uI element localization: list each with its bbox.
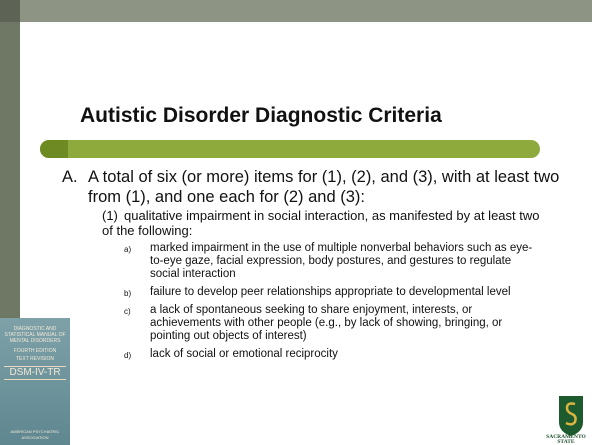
item-list: a) marked impairment in the use of multip…	[124, 242, 534, 366]
criterion-text: A total of six (or more) items for (1), …	[88, 168, 560, 206]
sub-text: qualitative impairment in social interac…	[102, 208, 540, 238]
item-text: lack of social or emotional reciprocity	[150, 348, 338, 360]
item-text: a lack of spontaneous seeking to share e…	[150, 304, 503, 342]
sub-label: (1)	[102, 208, 118, 223]
criterion-label: A.	[62, 168, 78, 186]
book-title: DIAGNOSTIC AND STATISTICAL MANUAL OF MEN…	[4, 326, 66, 344]
title-bar	[40, 140, 540, 158]
frame-top	[0, 0, 592, 22]
book-publisher: AMERICAN PSYCHIATRIC ASSOCIATION	[10, 429, 60, 440]
list-item: c) a lack of spontaneous seeking to share…	[124, 304, 534, 343]
item-label: c)	[124, 307, 131, 316]
book-cover: DIAGNOSTIC AND STATISTICAL MANUAL OF MEN…	[0, 318, 70, 445]
list-item: d) lack of social or emotional reciprocit…	[124, 348, 534, 361]
item-text: marked impairment in the use of multiple…	[150, 242, 533, 280]
logo-icon	[559, 396, 583, 436]
sub-criterion: (1) qualitative impairment in social int…	[102, 208, 552, 238]
book-edition: FOURTH EDITION	[13, 348, 57, 354]
slide-title: Autistic Disorder Diagnostic Criteria	[80, 104, 442, 127]
item-label: b)	[124, 289, 132, 298]
logo-text: SACRAMENTO STATE	[546, 434, 586, 445]
list-item: b) failure to develop peer relationships …	[124, 286, 534, 299]
book-revision: TEXT REVISION	[16, 356, 54, 362]
item-text: failure to develop peer relationships ap…	[150, 286, 511, 298]
item-label: a)	[124, 245, 132, 254]
item-label: d)	[124, 351, 132, 360]
book-name: DSM-IV-TR	[4, 366, 66, 380]
criterion: A. A total of six (or more) items for (1…	[62, 167, 562, 207]
title-bar-end	[40, 140, 68, 158]
frame-corner	[0, 0, 20, 22]
list-item: a) marked impairment in the use of multip…	[124, 242, 534, 281]
